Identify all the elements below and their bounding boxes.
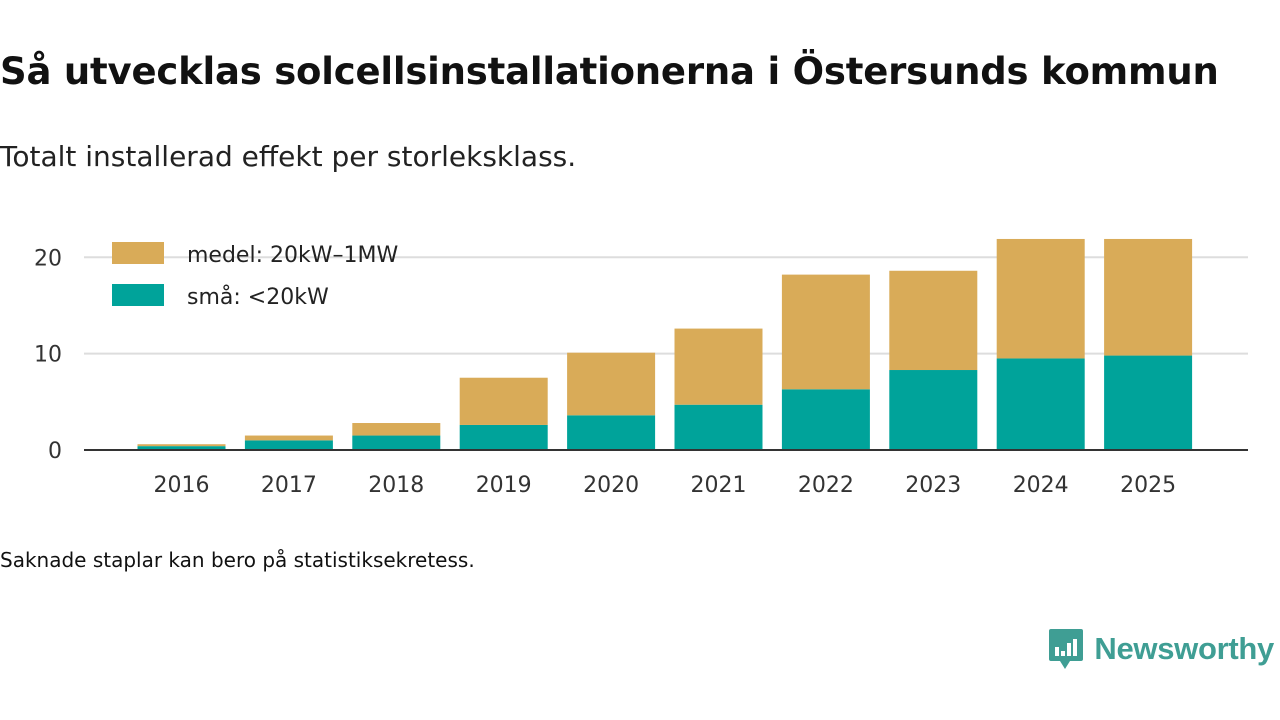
bar-2021-series-0[interactable] (674, 404, 763, 450)
bar-2025-series-1[interactable] (1104, 238, 1193, 356)
footnote: Saknade staplar kan bero på statistiksek… (0, 548, 475, 572)
bar-2017-series-0[interactable] (244, 440, 333, 450)
bar-2021-series-1[interactable] (674, 328, 763, 405)
bar-2020-series-0[interactable] (567, 415, 656, 450)
chart-title: Så utvecklas solcellsinstallationerna i … (0, 50, 1219, 93)
x-tick-label: 2025 (1120, 473, 1176, 498)
bar-2024-series-1[interactable] (996, 238, 1085, 359)
bar-2019-series-0[interactable] (459, 424, 548, 450)
bar-2018-series-1[interactable] (352, 423, 441, 436)
y-tick-label: 0 (48, 439, 62, 464)
bar-2024-series-0[interactable] (996, 358, 1085, 450)
stacked-bar-chart: 0 10 20 2016 2017 2018 2019 2020 2021 2022 2023 202… (34, 238, 1248, 498)
bar-2025-series-0[interactable] (1104, 355, 1193, 450)
bar-2016-series-0[interactable] (137, 446, 226, 450)
legend: medel: 20kW–1MW små: <20kW (112, 242, 398, 310)
y-tick-label: 20 (34, 246, 62, 271)
bar-2016-series-1[interactable] (137, 444, 226, 447)
brand-name: Newsworthy (1094, 631, 1274, 666)
x-tick-label: 2023 (905, 473, 961, 498)
chart-subtitle: Totalt installerad effekt per storlekskl… (0, 140, 577, 173)
x-tick-label: 2016 (154, 473, 210, 498)
y-tick-label: 10 (34, 343, 62, 368)
legend-label: små: <20kW (187, 284, 329, 310)
bar-2023-series-1[interactable] (889, 270, 978, 371)
x-tick-label: 2019 (476, 473, 532, 498)
bar-2022-series-0[interactable] (781, 389, 870, 450)
legend-swatch (112, 284, 164, 306)
legend-label: medel: 20kW–1MW (187, 243, 398, 268)
bar-2020-series-1[interactable] (567, 352, 656, 416)
x-tick-label: 2022 (798, 473, 854, 498)
axes: 0 10 20 2016 2017 2018 2019 2020 2021 2022 2023 202… (34, 246, 1248, 498)
bar-2022-series-1[interactable] (781, 274, 870, 390)
brand-logo[interactable]: Newsworthy (1048, 628, 1274, 670)
x-tick-label: 2018 (368, 473, 424, 498)
x-tick-label: 2021 (691, 473, 747, 498)
newsworthy-logo-icon (1049, 629, 1084, 669)
bars (137, 238, 1193, 450)
bar-2023-series-0[interactable] (889, 370, 978, 450)
bar-2019-series-1[interactable] (459, 377, 548, 425)
x-tick-label: 2017 (261, 473, 317, 498)
bar-2017-series-1[interactable] (244, 435, 333, 441)
x-tick-label: 2024 (1013, 473, 1069, 498)
bar-2018-series-0[interactable] (352, 435, 441, 450)
x-tick-label: 2020 (583, 473, 639, 498)
legend-swatch (112, 242, 164, 264)
